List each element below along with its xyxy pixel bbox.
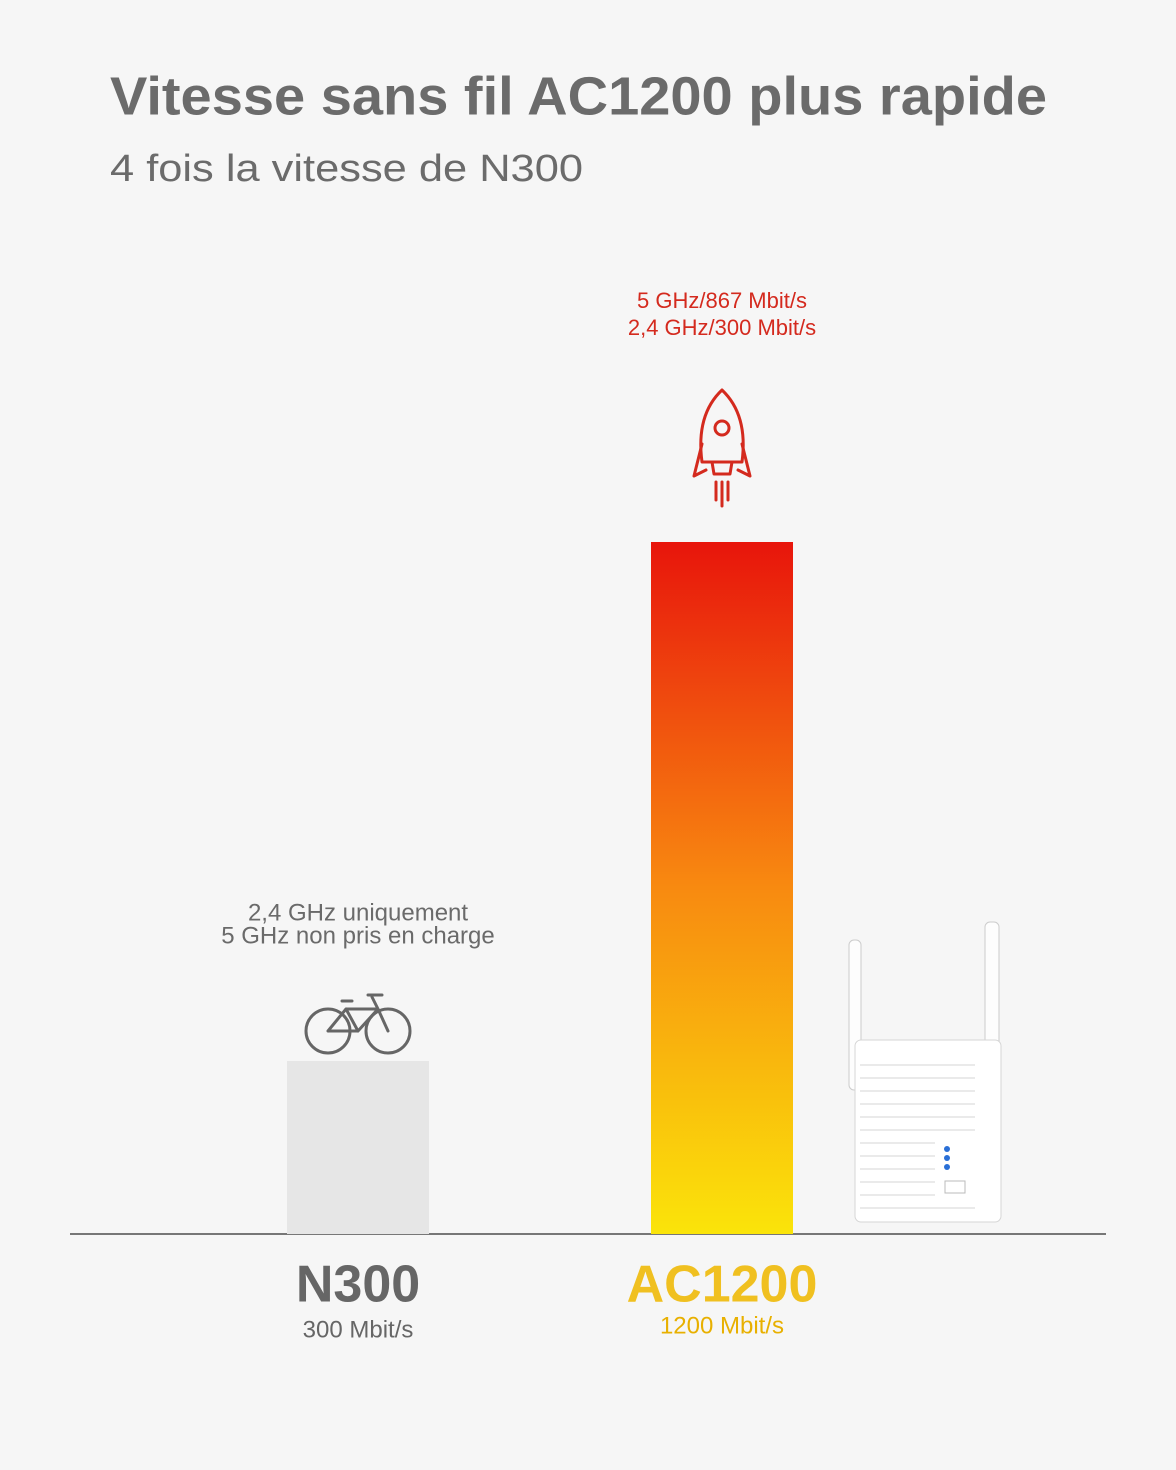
bar — [651, 542, 793, 1234]
value-label: 1200 Mbit/s — [660, 1312, 784, 1339]
bar — [287, 1061, 429, 1234]
router-illustration — [848, 921, 1002, 1223]
annotation: 2,4 GHz/300 Mbit/s — [628, 315, 816, 340]
chart-title: Vitesse sans fil AC1200 plus rapide — [110, 66, 1047, 126]
category-label: N300 — [296, 1256, 420, 1314]
bicycle-icon — [304, 993, 412, 1055]
annotation: 5 GHz/867 Mbit/s — [637, 288, 807, 313]
annotation: 2,4 GHz uniquement — [248, 899, 468, 926]
value-label: 300 Mbit/s — [303, 1316, 414, 1343]
annotation: 5 GHz non pris en charge — [221, 922, 494, 949]
category-label: AC1200 — [627, 1256, 818, 1314]
rocket-icon — [692, 388, 752, 508]
chart-subtitle: 4 fois la vitesse de N300 — [110, 148, 583, 190]
